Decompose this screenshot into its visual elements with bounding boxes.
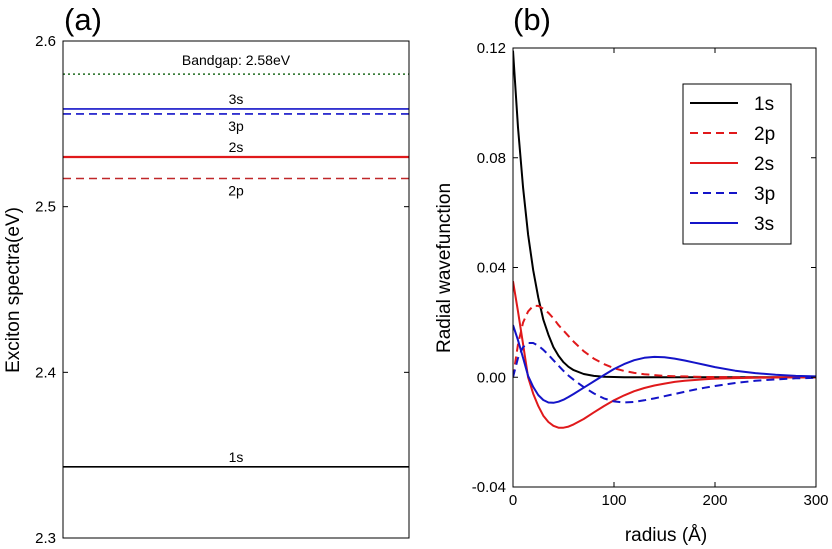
level-label-2s: 2s (229, 139, 244, 155)
panel-b-ticks: -0.04 0.00 0.04 0.08 0.12 0 100 200 300 (472, 40, 829, 509)
x-tick-label: 300 (803, 492, 828, 509)
legend-label-2p: 2p (754, 124, 775, 145)
panel-b-radial-wavefunction: (b) -0.04 0.00 0.04 0.08 0.12 0 100 200 300 1s 2p… (434, 2, 829, 546)
series-line-3p (513, 342, 816, 404)
y-tick-label: 2.4 (35, 364, 56, 381)
y-tick-label: 0.00 (477, 369, 506, 386)
y-tick-label: -0.04 (472, 479, 506, 496)
y-tick-label: 0.04 (477, 260, 506, 277)
y-tick-label: 0.08 (477, 150, 506, 167)
panel-a-y-ticks: 2.3 2.4 2.5 2.6 (35, 33, 409, 547)
level-label-1s: 1s (229, 449, 244, 465)
panel-b-label: (b) (513, 2, 551, 37)
x-tick-label: 100 (601, 492, 626, 509)
level-label-3s: 3s (229, 91, 244, 107)
series-line-2p (513, 304, 816, 379)
y-tick-label: 2.5 (35, 199, 56, 216)
panel-b-x-axis-label: radius (Å) (625, 525, 707, 546)
y-tick-label: 2.3 (35, 530, 56, 547)
series-line-2s (513, 281, 816, 429)
y-tick-label: 2.6 (35, 33, 56, 50)
x-tick-label: 200 (702, 492, 727, 509)
level-label-3p: 3p (228, 118, 244, 134)
legend: 1s 2p 2s 3p 3s (682, 83, 792, 245)
level-label-2p: 2p (228, 183, 244, 199)
panel-b-axes-frame (512, 47, 817, 488)
level-label-bandgap: Bandgap: 2.58eV (182, 52, 291, 68)
panel-a-y-axis-label: Exciton spectra(eV) (3, 207, 24, 373)
wavefunction-curves (513, 50, 816, 429)
x-tick-label: 0 (509, 492, 517, 509)
series-line-3s (513, 324, 816, 404)
panel-a-axes-frame (62, 40, 410, 539)
legend-label-3s: 3s (754, 214, 774, 235)
y-tick-label: 0.12 (477, 40, 506, 57)
panel-a-label: (a) (64, 2, 102, 37)
panel-b-y-axis-label: Radial wavefunction (434, 183, 455, 353)
legend-label-2s: 2s (754, 154, 774, 175)
legend-label-1s: 1s (754, 94, 774, 115)
legend-label-3p: 3p (754, 184, 775, 205)
energy-levels: Bandgap: 2.58eV 3s 3p 2s 2p 1s (63, 52, 409, 468)
